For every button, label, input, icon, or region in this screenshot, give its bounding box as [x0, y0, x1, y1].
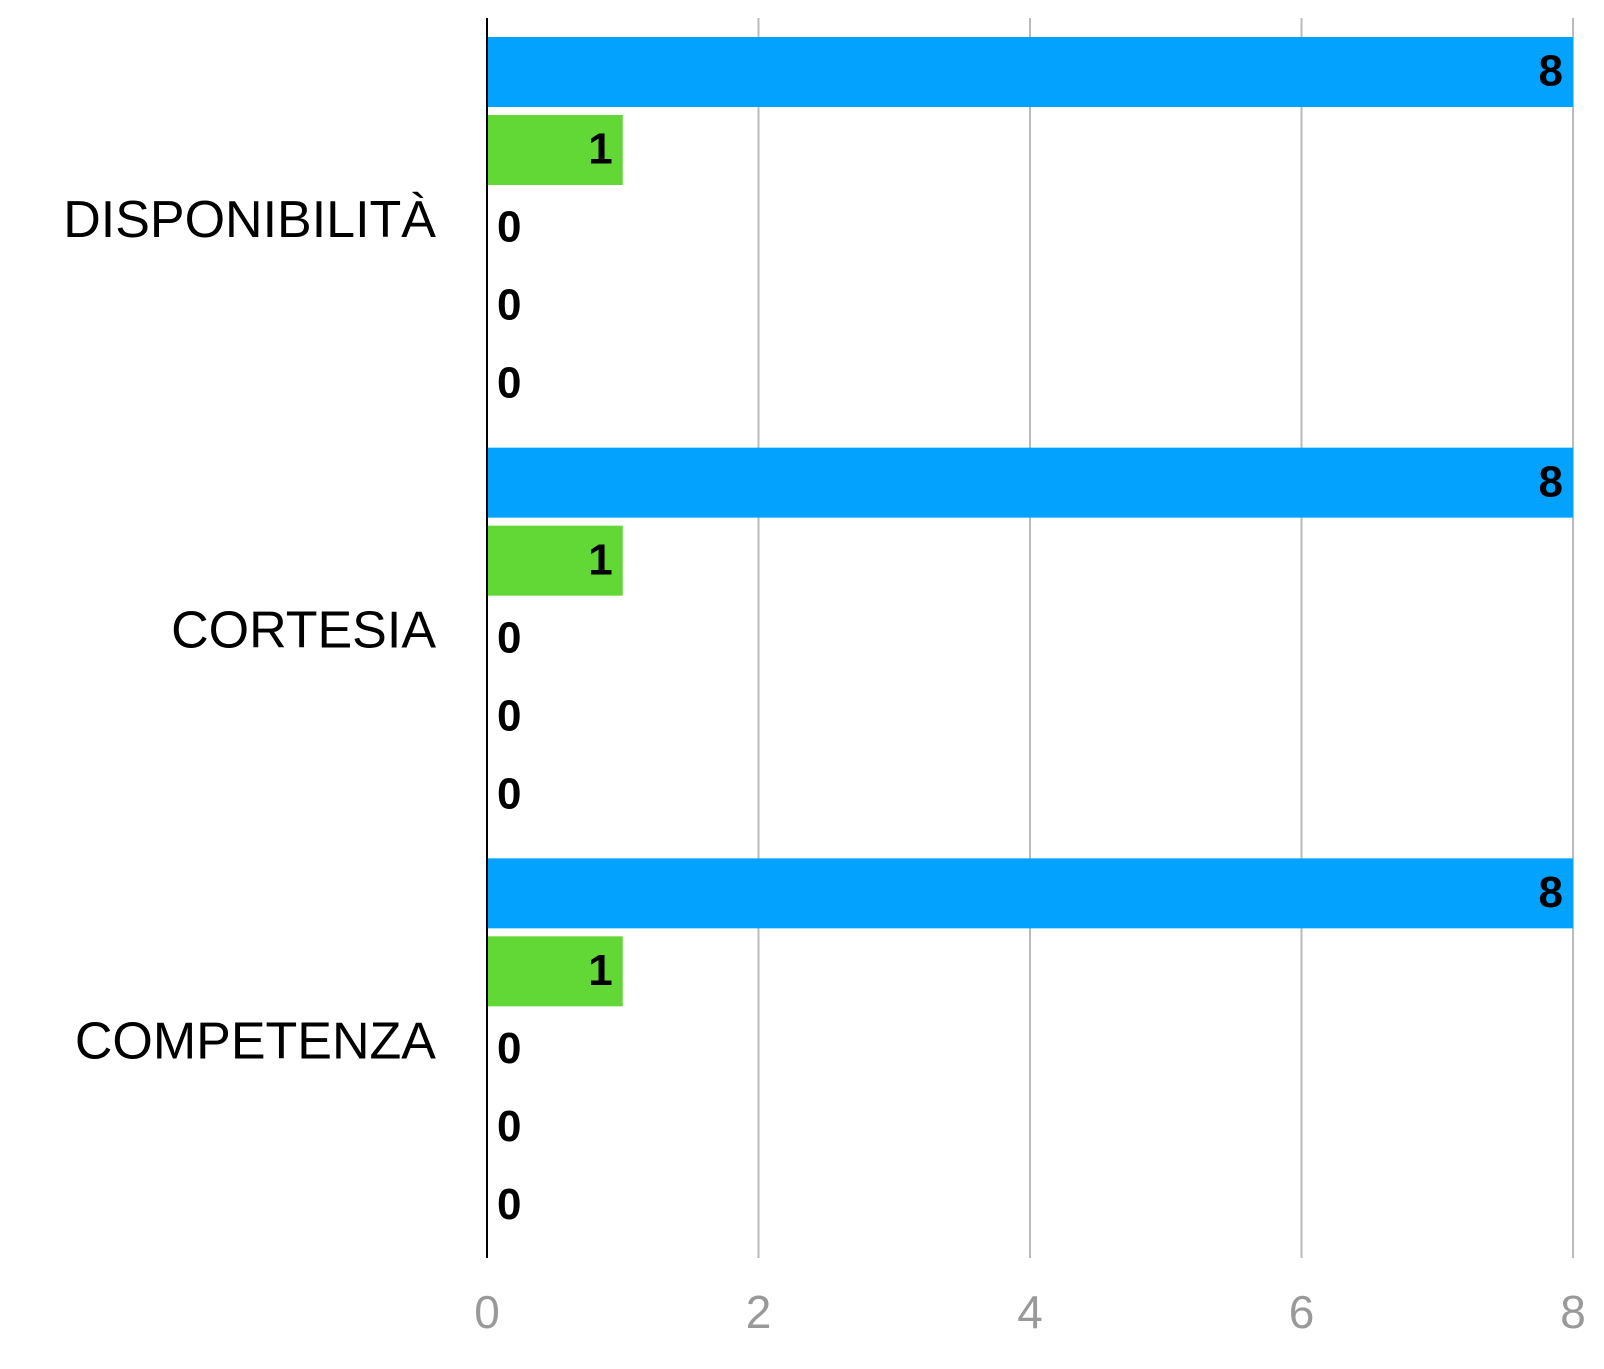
- category-label: CORTESIA: [171, 602, 436, 660]
- x-tick-label: 0: [474, 1286, 500, 1338]
- bar: [487, 37, 1573, 107]
- category-label: COMPETENZA: [75, 1012, 436, 1070]
- value-label: 0: [497, 359, 521, 408]
- bar: [487, 115, 623, 185]
- value-label: 8: [1539, 457, 1563, 506]
- value-label: 0: [497, 1102, 521, 1151]
- x-tick-label: 6: [1289, 1286, 1315, 1338]
- value-label: 1: [588, 946, 612, 995]
- value-label: 0: [497, 691, 521, 740]
- value-label: 0: [497, 769, 521, 818]
- value-label: 8: [1539, 868, 1563, 917]
- value-label: 0: [497, 203, 521, 252]
- value-label: 0: [497, 1024, 521, 1073]
- value-label: 0: [497, 1180, 521, 1229]
- bar: [487, 447, 1573, 518]
- bar: [487, 936, 623, 1007]
- value-label: 0: [497, 613, 521, 662]
- x-tick-label: 4: [1017, 1286, 1043, 1338]
- bar: [487, 525, 623, 596]
- category-label: DISPONIBILITÀ: [63, 191, 436, 249]
- value-label: 8: [1539, 47, 1563, 96]
- bar: [487, 858, 1573, 929]
- value-label: 1: [588, 125, 612, 174]
- x-tick-label: 2: [746, 1286, 772, 1338]
- value-label: 0: [497, 281, 521, 330]
- x-tick-label: 8: [1560, 1286, 1586, 1338]
- value-label: 1: [588, 535, 612, 584]
